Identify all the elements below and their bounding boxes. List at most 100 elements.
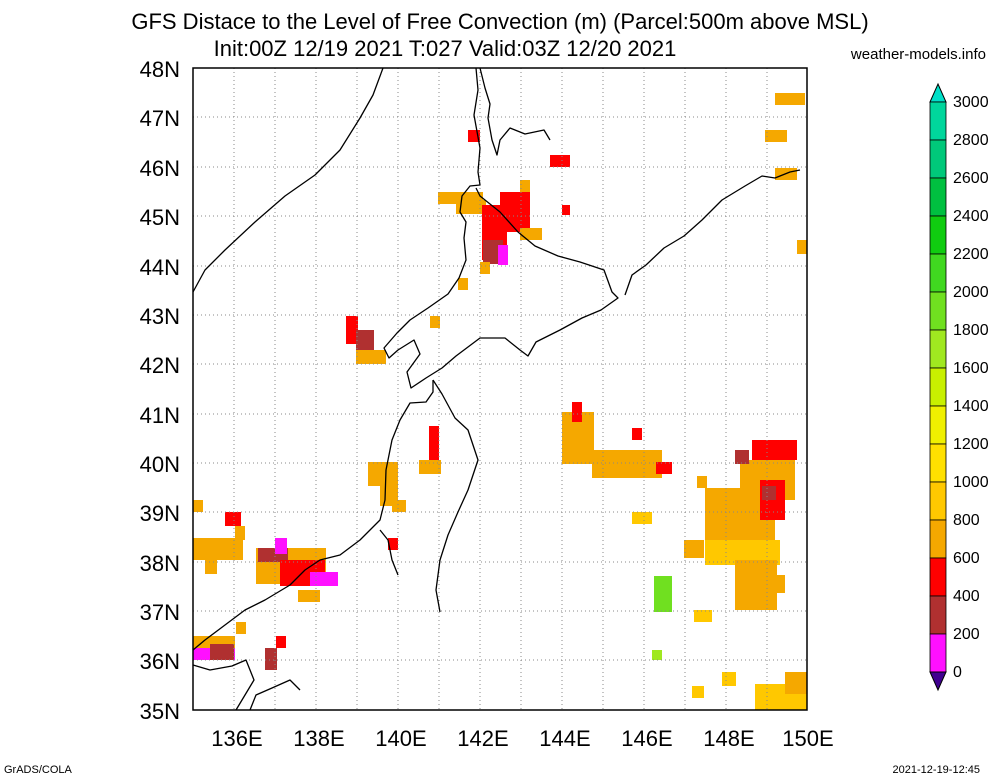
lat-label: 47N bbox=[140, 106, 180, 131]
footer-left: GrADS/COLA bbox=[4, 764, 72, 776]
lfc-field-cell bbox=[225, 512, 241, 526]
colorbar-bottom-arrow bbox=[929, 671, 947, 692]
colorbar-band bbox=[929, 519, 947, 559]
lat-label: 44N bbox=[140, 255, 180, 280]
colorbar-band bbox=[929, 139, 947, 179]
lat-label: 42N bbox=[140, 353, 180, 378]
lfc-field-cell bbox=[797, 240, 807, 254]
lfc-field-cell bbox=[310, 572, 338, 586]
lat-label: 45N bbox=[140, 205, 180, 230]
colorbar-label: 1800 bbox=[953, 322, 989, 339]
lfc-field-cell bbox=[498, 245, 508, 265]
colorbar-labels: 3000 2800 2600 2400 2200 2000 1800 1600 … bbox=[953, 94, 989, 681]
lat-label: 43N bbox=[140, 304, 180, 329]
lfc-field-cell bbox=[392, 500, 406, 512]
colorbar bbox=[929, 82, 947, 692]
colorbar-band bbox=[929, 557, 947, 597]
colorbar-label: 2000 bbox=[953, 284, 989, 301]
lfc-field-cell bbox=[735, 450, 749, 464]
lfc-field-cell bbox=[652, 650, 662, 660]
lfc-field-cell bbox=[419, 460, 441, 474]
lfc-field-cell bbox=[654, 576, 672, 612]
plot-frame bbox=[192, 67, 808, 711]
lat-label: 38N bbox=[140, 551, 180, 576]
coastlines bbox=[192, 67, 801, 711]
lat-label: 39N bbox=[140, 501, 180, 526]
lon-label: 150E bbox=[782, 726, 833, 751]
colorbar-label: 400 bbox=[953, 588, 980, 605]
lat-label: 48N bbox=[140, 57, 180, 82]
lfc-field-cell bbox=[632, 512, 652, 524]
lfc-field-cell bbox=[520, 228, 542, 240]
colorbar-label: 200 bbox=[953, 626, 980, 643]
lfc-field-cell bbox=[684, 540, 704, 558]
lfc-field-cell bbox=[520, 180, 530, 192]
chart-title: GFS Distace to the Level of Free Convect… bbox=[131, 9, 869, 34]
lat-label: 36N bbox=[140, 649, 180, 674]
colorbar-label: 3000 bbox=[953, 94, 989, 111]
lfc-field-cell bbox=[550, 155, 570, 167]
lat-label: 37N bbox=[140, 600, 180, 625]
colorbar-label: 0 bbox=[953, 664, 962, 681]
colorbar-band bbox=[929, 101, 947, 141]
lon-label: 146E bbox=[621, 726, 672, 751]
colorbar-label: 1200 bbox=[953, 436, 989, 453]
colorbar-band bbox=[929, 253, 947, 293]
colorbar-label: 1600 bbox=[953, 360, 989, 377]
lfc-field-cell bbox=[210, 644, 234, 660]
lon-label: 144E bbox=[539, 726, 590, 751]
colorbar-band bbox=[929, 177, 947, 217]
lat-label: 35N bbox=[140, 699, 180, 724]
colorbar-band bbox=[929, 633, 947, 673]
lfc-field-cell bbox=[722, 672, 736, 686]
lfc-field-cell bbox=[456, 200, 486, 214]
lfc-field-cell bbox=[775, 93, 805, 105]
colorbar-band bbox=[929, 481, 947, 521]
lfc-field-cell bbox=[656, 462, 672, 474]
lfc-field-cell bbox=[276, 636, 286, 648]
colorbar-band bbox=[929, 215, 947, 255]
colorbar-band bbox=[929, 329, 947, 369]
colorbar-label: 1400 bbox=[953, 398, 989, 415]
lfc-field-layer bbox=[193, 93, 807, 710]
lfc-field-cell bbox=[388, 538, 398, 550]
colorbar-label: 600 bbox=[953, 550, 980, 567]
lfc-field-cell bbox=[572, 402, 582, 422]
colorbar-label: 2400 bbox=[953, 208, 989, 225]
lon-label: 148E bbox=[703, 726, 754, 751]
lon-label: 140E bbox=[375, 726, 426, 751]
colorbar-label: 800 bbox=[953, 512, 980, 529]
lon-label: 136E bbox=[211, 726, 262, 751]
credit-text: weather-models.info bbox=[850, 46, 986, 63]
lfc-field-cell bbox=[205, 552, 217, 574]
lfc-field-cell bbox=[765, 575, 785, 593]
lfc-field-cell bbox=[193, 500, 203, 512]
colorbar-label: 1000 bbox=[953, 474, 989, 491]
lfc-field-cell bbox=[429, 426, 439, 462]
colorbar-band bbox=[929, 291, 947, 331]
lat-label: 46N bbox=[140, 156, 180, 181]
colorbar-band bbox=[929, 595, 947, 635]
lfc-field-cell bbox=[346, 316, 358, 344]
lfc-field-cell bbox=[697, 476, 707, 488]
lfc-field-cell bbox=[562, 205, 570, 215]
colorbar-band bbox=[929, 367, 947, 407]
lfc-field-cell bbox=[275, 538, 287, 554]
lfc-field-cell bbox=[785, 672, 807, 694]
lfc-field-cell bbox=[762, 486, 776, 500]
lfc-field-cell bbox=[752, 440, 797, 460]
colorbar-label: 2800 bbox=[953, 132, 989, 149]
chart-subtitle: Init:00Z 12/19 2021 T:027 Valid:03Z 12/2… bbox=[213, 36, 677, 61]
colorbar-top-arrow bbox=[929, 82, 947, 103]
colorbar-band bbox=[929, 405, 947, 445]
lfc-field-cell bbox=[765, 130, 787, 142]
lfc-field-cell bbox=[236, 622, 246, 634]
lon-label: 138E bbox=[293, 726, 344, 751]
lfc-field-cell bbox=[458, 278, 468, 290]
lfc-field-cell bbox=[430, 316, 440, 328]
lfc-field-cell bbox=[694, 610, 712, 622]
lfc-field-cell bbox=[235, 526, 245, 540]
colorbar-label: 2200 bbox=[953, 246, 989, 263]
lat-label: 41N bbox=[140, 403, 180, 428]
